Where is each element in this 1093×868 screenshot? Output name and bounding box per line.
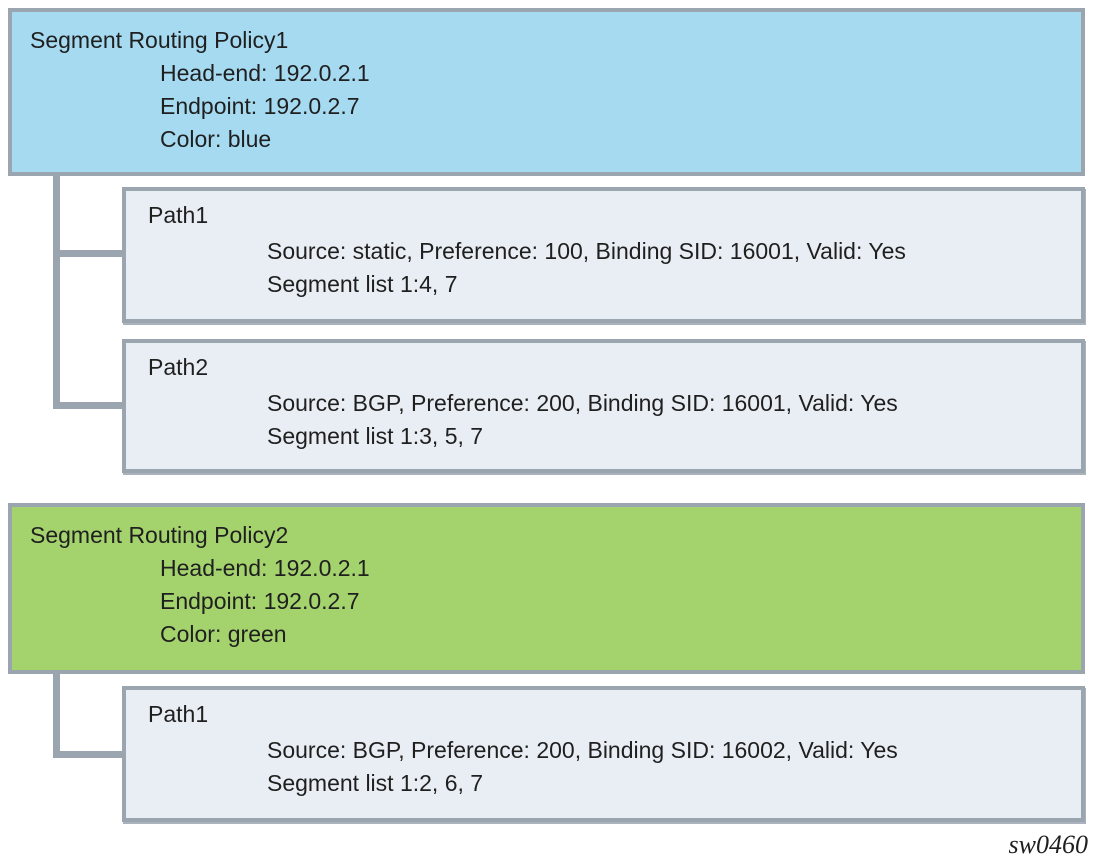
policy2-path1-box: Path1 Source: BGP, Preference: 200, Bind… [122, 686, 1085, 822]
policy2-details: Head-end: 192.0.2.1 Endpoint: 192.0.2.7 … [160, 552, 1081, 651]
policy1-box: Segment Routing Policy1 Head-end: 192.0.… [8, 8, 1085, 176]
policy2-path1-attrs: Source: BGP, Preference: 200, Binding SI… [267, 737, 898, 763]
policy1-title: Segment Routing Policy1 [30, 27, 289, 53]
policy2-connector-path1 [53, 751, 122, 758]
policy1-headend: Head-end: 192.0.2.1 [160, 60, 370, 86]
policy1-connector-path1 [53, 250, 122, 257]
policy2-path1-segment-list: Segment list 1:2, 6, 7 [267, 770, 484, 796]
figure-id-label: sw0460 [1008, 830, 1088, 859]
policy1-path1-box: Path1 Source: static, Preference: 100, B… [122, 187, 1085, 323]
policy1-path2-box: Path2 Source: BGP, Preference: 200, Bind… [122, 339, 1085, 473]
policy1-path2-attrs: Source: BGP, Preference: 200, Binding SI… [267, 390, 898, 416]
policy2-path1-details: Source: BGP, Preference: 200, Binding SI… [267, 734, 1081, 800]
policy1-path2-label: Path2 [148, 354, 209, 380]
policy1-connector-path2 [53, 402, 122, 409]
policy1-path1-segment-list: Segment list 1:4, 7 [267, 271, 458, 297]
policy2-endpoint: Endpoint: 192.0.2.7 [160, 588, 360, 614]
policy1-details: Head-end: 192.0.2.1 Endpoint: 192.0.2.7 … [160, 57, 1081, 156]
policy1-path1-attrs: Source: static, Preference: 100, Binding… [267, 238, 906, 264]
policy2-headend: Head-end: 192.0.2.1 [160, 555, 370, 581]
policy2-box: Segment Routing Policy2 Head-end: 192.0.… [8, 503, 1085, 674]
policy2-path1-label: Path1 [148, 701, 209, 727]
policy1-connector-vertical [53, 176, 60, 409]
policy1-path1-details: Source: static, Preference: 100, Binding… [267, 235, 1081, 301]
policy2-connector-vertical [53, 674, 60, 758]
policy1-color: Color: blue [160, 126, 272, 152]
policy1-path2-details: Source: BGP, Preference: 200, Binding SI… [267, 387, 1081, 453]
policy2-title: Segment Routing Policy2 [30, 522, 289, 548]
policy1-path2-segment-list: Segment list 1:3, 5, 7 [267, 423, 484, 449]
policy1-path1-label: Path1 [148, 202, 209, 228]
policy2-color: Color: green [160, 621, 287, 647]
policy1-endpoint: Endpoint: 192.0.2.7 [160, 93, 360, 119]
